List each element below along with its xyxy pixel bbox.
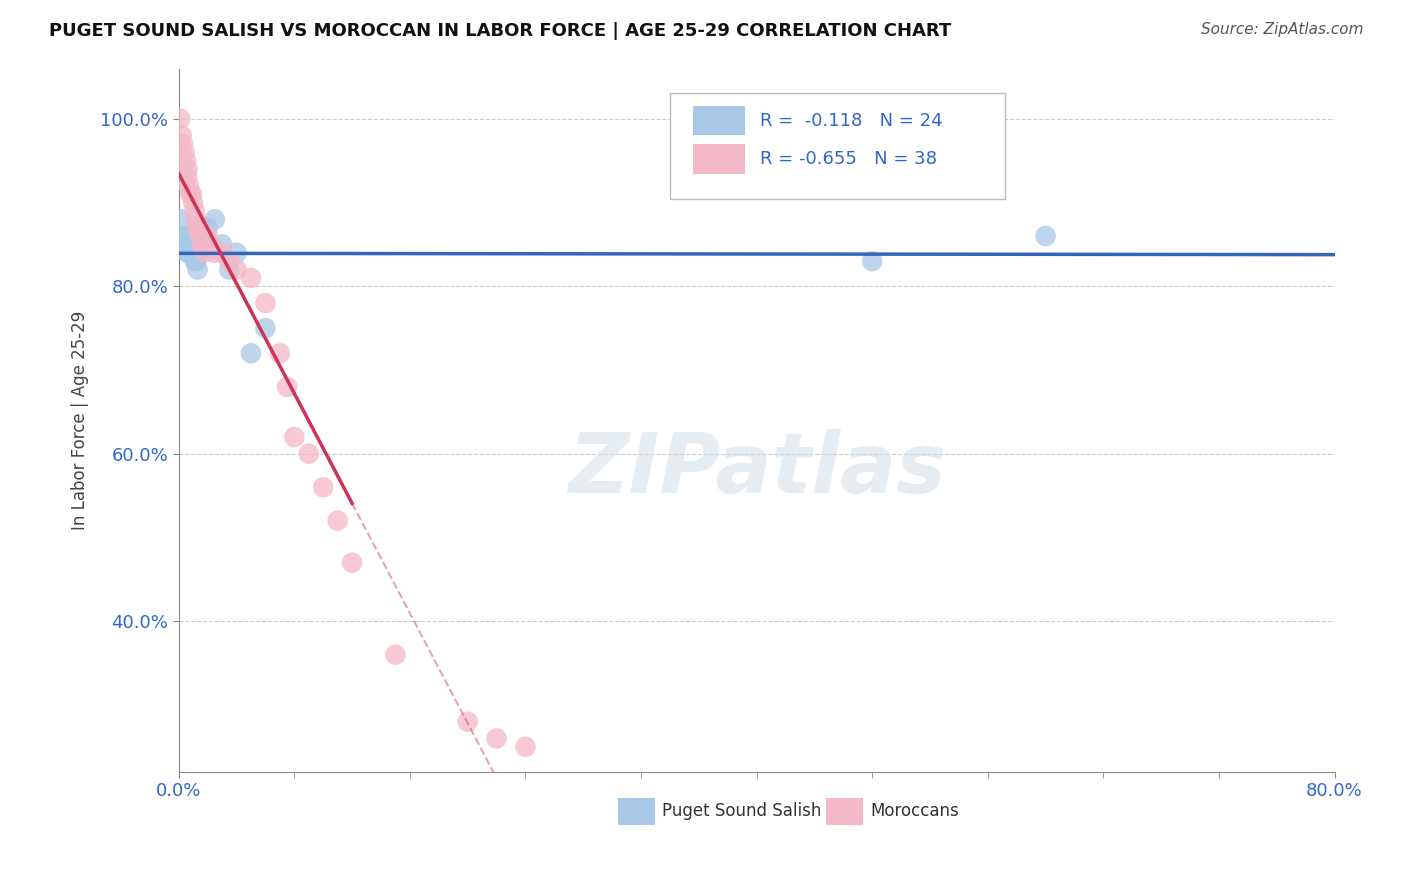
Point xyxy=(218,262,240,277)
Point xyxy=(187,220,209,235)
FancyBboxPatch shape xyxy=(619,798,655,825)
Point xyxy=(193,237,215,252)
Point xyxy=(190,220,212,235)
Point xyxy=(191,237,214,252)
Point xyxy=(312,480,335,494)
Point xyxy=(188,245,211,260)
Text: Source: ZipAtlas.com: Source: ZipAtlas.com xyxy=(1201,22,1364,37)
Point xyxy=(326,514,349,528)
Point xyxy=(180,187,202,202)
Point xyxy=(204,212,226,227)
Point xyxy=(298,447,321,461)
Point xyxy=(188,220,211,235)
Point xyxy=(176,245,198,260)
FancyBboxPatch shape xyxy=(693,106,745,136)
Point xyxy=(181,245,204,260)
Point xyxy=(254,321,277,335)
Point xyxy=(211,245,233,260)
Point xyxy=(179,187,201,202)
FancyBboxPatch shape xyxy=(669,93,1005,199)
Text: PUGET SOUND SALISH VS MOROCCAN IN LABOR FORCE | AGE 25-29 CORRELATION CHART: PUGET SOUND SALISH VS MOROCCAN IN LABOR … xyxy=(49,22,952,40)
Point xyxy=(174,237,197,252)
Point xyxy=(194,245,217,260)
Point xyxy=(283,430,305,444)
Text: Moroccans: Moroccans xyxy=(870,802,959,820)
Point xyxy=(172,229,194,244)
Point xyxy=(197,229,219,244)
Point xyxy=(384,648,406,662)
Point xyxy=(193,229,215,244)
Point xyxy=(170,212,193,227)
Point xyxy=(240,271,263,285)
Text: R =  -0.118   N = 24: R = -0.118 N = 24 xyxy=(761,112,943,129)
Point xyxy=(179,229,201,244)
Point xyxy=(225,262,247,277)
Point xyxy=(190,229,212,244)
Point xyxy=(457,714,479,729)
Text: ZIPatlas: ZIPatlas xyxy=(568,429,946,510)
Point xyxy=(172,136,194,151)
Point xyxy=(173,237,195,252)
Point xyxy=(197,220,219,235)
Point xyxy=(176,161,198,176)
Point xyxy=(170,128,193,143)
Point xyxy=(240,346,263,360)
Point xyxy=(187,262,209,277)
Point xyxy=(860,254,883,268)
Point xyxy=(173,145,195,160)
Point xyxy=(176,170,198,185)
Point xyxy=(169,112,191,126)
Point xyxy=(515,739,537,754)
Point xyxy=(200,237,222,252)
Y-axis label: In Labor Force | Age 25-29: In Labor Force | Age 25-29 xyxy=(72,310,89,530)
Point xyxy=(211,237,233,252)
Point xyxy=(254,296,277,310)
Point xyxy=(269,346,291,360)
Point xyxy=(177,245,200,260)
Point xyxy=(183,254,205,268)
Point xyxy=(340,556,363,570)
Point xyxy=(181,195,204,210)
Text: R = -0.655   N = 38: R = -0.655 N = 38 xyxy=(761,150,938,169)
Point xyxy=(177,178,200,193)
Point xyxy=(183,203,205,218)
Point xyxy=(485,731,508,746)
Point xyxy=(1035,229,1057,244)
Point xyxy=(218,254,240,268)
Text: Puget Sound Salish: Puget Sound Salish xyxy=(662,802,821,820)
FancyBboxPatch shape xyxy=(825,798,863,825)
Point xyxy=(174,153,197,168)
Point xyxy=(276,380,298,394)
Point xyxy=(184,212,207,227)
Point xyxy=(204,245,226,260)
Point xyxy=(225,245,247,260)
Point xyxy=(180,237,202,252)
Point xyxy=(184,254,207,268)
FancyBboxPatch shape xyxy=(693,145,745,174)
